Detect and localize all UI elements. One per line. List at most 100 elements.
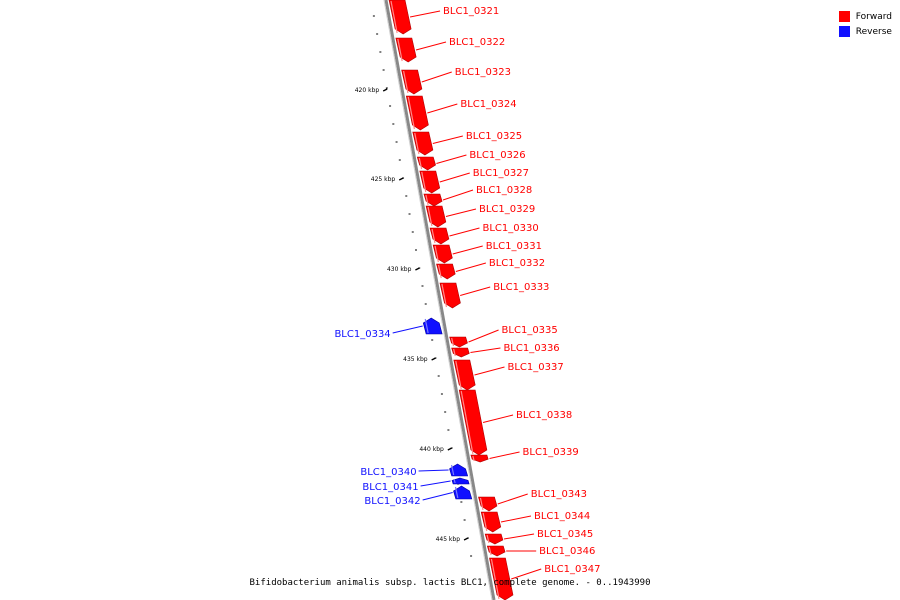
major-tick: [382, 88, 388, 92]
gene-highlight: [490, 558, 500, 600]
gene-highlight: [472, 455, 475, 462]
gene-highlight: [488, 546, 492, 556]
gene-leader-line: [445, 208, 477, 217]
gene-label-blc1_0326: BLC1_0326: [469, 150, 525, 161]
gene-label-blc1_0332: BLC1_0332: [489, 258, 545, 269]
gene-leader-line: [503, 533, 535, 540]
gene-leader-line: [511, 568, 542, 580]
gene-leader-line: [421, 71, 452, 83]
gene-arrow-blc1_0338: [458, 389, 488, 456]
scale-label: 420 kbp: [355, 87, 380, 94]
genome-backbone-shadow: [383, 0, 493, 600]
gene-label-blc1_0334: BLC1_0334: [334, 329, 390, 340]
gene-leader-line: [455, 262, 487, 272]
gene-label-blc1_0330: BLC1_0330: [482, 223, 538, 234]
gene-leader-line: [468, 329, 499, 343]
legend-item-reverse: Reverse: [838, 24, 892, 39]
gene-label-blc1_0333: BLC1_0333: [493, 282, 549, 293]
gene-leader-line: [442, 189, 474, 201]
gene-leader-line: [422, 492, 453, 501]
scale-label: 430 kbp: [387, 266, 412, 273]
gene-label-blc1_0335: BLC1_0335: [502, 325, 558, 336]
gene-leader-line: [470, 347, 501, 353]
gene-label-blc1_0344: BLC1_0344: [534, 511, 590, 522]
gene-highlight: [455, 360, 462, 390]
gene-leader-line: [449, 227, 480, 237]
gene-label-blc1_0338: BLC1_0338: [516, 410, 572, 421]
gene-highlight: [482, 512, 488, 532]
gene-highlight: [424, 318, 429, 334]
gene-highlight: [441, 283, 448, 308]
gene-highlight: [486, 534, 490, 544]
gene-label-blc1_0325: BLC1_0325: [466, 131, 522, 142]
gene-arrow-blc1_0342: [453, 485, 473, 500]
gene-highlight: [427, 206, 433, 227]
gene-highlight: [437, 264, 442, 279]
gene-label-blc1_0347: BLC1_0347: [544, 564, 600, 575]
gene-leader-line: [420, 480, 451, 487]
gene-label-blc1_0340: BLC1_0340: [360, 467, 416, 478]
gene-label-blc1_0346: BLC1_0346: [539, 546, 595, 557]
gene-highlight: [414, 132, 420, 155]
gene-highlight: [421, 171, 427, 193]
gene-label-blc1_0341: BLC1_0341: [362, 482, 418, 493]
gene-highlight: [418, 157, 423, 170]
reverse-swatch: [838, 26, 850, 37]
gene-leader-line: [460, 286, 491, 296]
gene-label-blc1_0339: BLC1_0339: [523, 447, 579, 458]
gene-highlight: [403, 70, 409, 94]
gene-leader-line: [439, 172, 470, 183]
gene-label-blc1_0329: BLC1_0329: [479, 204, 535, 215]
major-tick: [398, 177, 404, 181]
gene-highlight: [454, 486, 459, 499]
gene-arrow-blc1_0328: [423, 193, 443, 207]
gene-highlight: [453, 348, 456, 357]
gene-label-blc1_0328: BLC1_0328: [476, 185, 532, 196]
gene-leader-line: [500, 515, 532, 523]
gene-label-blc1_0336: BLC1_0336: [503, 343, 559, 354]
gene-highlight: [431, 228, 436, 244]
gene-highlight: [425, 194, 429, 206]
scale-label: 445 kbp: [436, 536, 461, 543]
gene-arrow-blc1_0336: [451, 347, 470, 358]
major-tick: [463, 537, 469, 541]
gene-arrow-blc1_0326: [416, 156, 436, 171]
gene-arrow-blc1_0337: [453, 359, 476, 391]
gene-label-blc1_0324: BLC1_0324: [460, 99, 516, 110]
major-tick: [431, 357, 436, 361]
gene-highlight: [453, 478, 456, 484]
scale-label: 425 kbp: [371, 176, 396, 183]
gene-leader-line: [392, 325, 423, 334]
gene-highlight: [450, 464, 455, 476]
gene-label-blc1_0337: BLC1_0337: [508, 362, 564, 373]
gene-leader-line: [474, 366, 505, 376]
gene-arrow-blc1_0343: [478, 496, 498, 512]
gene-leader-line: [489, 451, 520, 459]
gene-highlight: [390, 0, 398, 34]
gene-label-blc1_0321: BLC1_0321: [443, 6, 499, 17]
legend-item-forward: Forward: [838, 9, 892, 24]
gene-arrow-blc1_0332: [436, 263, 456, 280]
gene-label-blc1_0327: BLC1_0327: [473, 168, 529, 179]
gene-label-blc1_0331: BLC1_0331: [486, 241, 542, 252]
forward-swatch: [838, 11, 850, 22]
gene-leader-line: [415, 41, 447, 51]
gene-arrow-blc1_0335: [449, 336, 468, 348]
gene-arrow-blc1_0341: [451, 477, 470, 485]
scale-label: 435 kbp: [403, 356, 428, 363]
legend: Forward Reverse: [838, 9, 892, 39]
legend-label-reverse: Reverse: [855, 26, 892, 37]
genome-backbone: [384, 0, 496, 600]
gene-leader-line: [409, 10, 441, 18]
gene-label-blc1_0323: BLC1_0323: [455, 67, 511, 78]
gene-leader-line: [432, 135, 463, 144]
major-tick: [447, 447, 453, 451]
genome-caption: Bifidobacterium animalis subsp. lactis B…: [249, 578, 651, 588]
gene-highlight: [397, 38, 403, 62]
gene-highlight: [479, 497, 484, 511]
gene-leader-line: [418, 469, 449, 472]
gene-leader-line: [482, 414, 514, 423]
gene-label-blc1_0322: BLC1_0322: [449, 37, 505, 48]
gene-label-blc1_0345: BLC1_0345: [537, 529, 593, 540]
